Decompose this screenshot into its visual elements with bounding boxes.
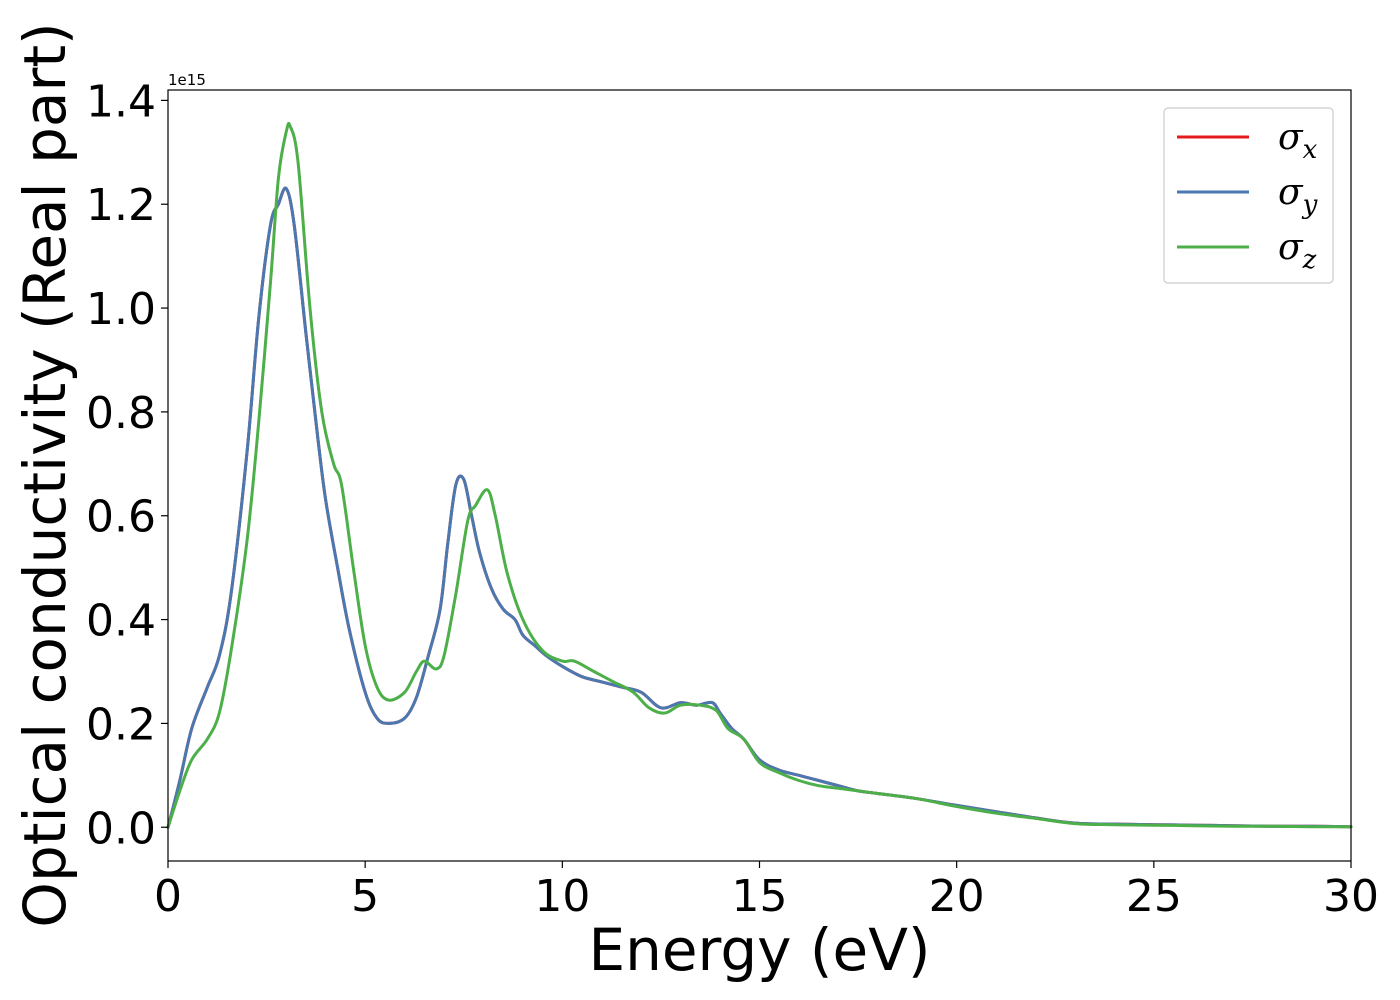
series-line-σ-z (166, 121, 1353, 829)
y-tick-label: 1.0 (86, 284, 156, 335)
y-tick-label: 1.2 (86, 180, 156, 231)
x-axis-ticks: 0 5 10 15 20 25 30 (154, 861, 1379, 922)
legend-frame (1163, 107, 1334, 284)
x-tick-label: 5 (351, 871, 379, 922)
y-tick-label: 0.4 (86, 596, 156, 647)
y-tick-label: 0.6 (86, 492, 156, 543)
x-tick-label: 20 (929, 871, 985, 922)
y-tick-label: 0.0 (86, 803, 156, 854)
x-tick-label: 25 (1126, 871, 1182, 922)
y-tick-label: 0.8 (86, 388, 156, 439)
y-axis-label: Optical conductivity (Real part) (11, 22, 79, 927)
plot-lines (166, 121, 1353, 829)
y-axis-ticks: 0.0 0.2 0.4 0.6 0.8 1.0 1.2 1.4 (86, 76, 168, 854)
y-tick-label: 1.4 (86, 76, 156, 127)
y-offset-label: 1e15 (168, 71, 206, 89)
x-axis-label: Energy (eV) (588, 916, 930, 984)
x-tick-label: 0 (154, 871, 182, 922)
x-tick-label: 10 (534, 871, 590, 922)
x-tick-label: 15 (732, 871, 788, 922)
x-tick-label: 30 (1323, 871, 1379, 922)
y-tick-label: 0.2 (86, 699, 156, 750)
